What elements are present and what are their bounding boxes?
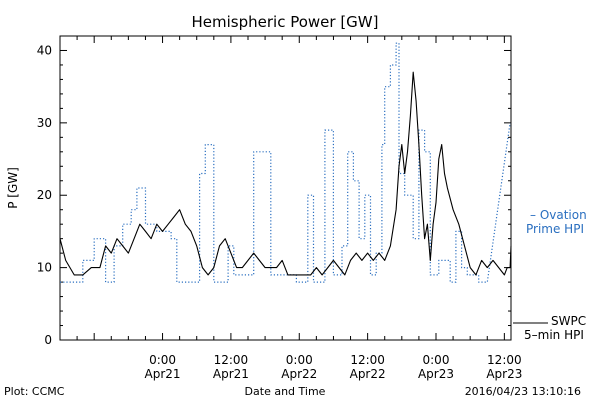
chart-title: Hemispheric Power [GW]	[192, 13, 379, 31]
legend-ovation-line1: – Ovation	[530, 208, 587, 222]
footer-timestamp: 2016/04/23 13:10:16	[465, 385, 581, 398]
y-tick-label: 10	[37, 261, 52, 275]
y-axis-ticks: 0 10 20 30 40	[37, 35, 511, 347]
plot-area	[59, 42, 512, 283]
y-tick-label: 40	[37, 43, 52, 57]
series-line-ovation	[60, 42, 511, 283]
x-tick-time-label: 0:00	[286, 353, 313, 367]
x-axis-label: Date and Time	[245, 385, 326, 398]
x-tick-date-label: Apr21	[145, 367, 181, 381]
axes	[59, 35, 512, 341]
x-tick-date-label: Apr21	[213, 367, 249, 381]
y-axis-label: P [GW]	[6, 167, 20, 209]
x-tick-time-label: 12:00	[487, 353, 522, 367]
y-tick-label: 0	[44, 333, 52, 347]
plot-frame	[59, 35, 512, 341]
series-line-swpc	[59, 71, 512, 276]
x-tick-time-label: 12:00	[214, 353, 249, 367]
x-tick-time-label: 12:00	[350, 353, 385, 367]
y-tick-label: 30	[37, 116, 52, 130]
x-tick-date-label: Apr22	[281, 367, 317, 381]
x-tick-time-label: 0:00	[423, 353, 450, 367]
footer-plot-credit: Plot: CCMC	[4, 385, 65, 398]
legend-swpc-line2: 5–min HPI	[524, 328, 584, 342]
legend-swpc-line1: SWPC	[551, 314, 586, 328]
x-tick-date-label: Apr23	[418, 367, 454, 381]
legend-ovation-line2: Prime HPI	[526, 222, 584, 236]
y-tick-label: 20	[37, 188, 52, 202]
x-tick-date-label: Apr22	[350, 367, 386, 381]
x-tick-date-label: Apr23	[486, 367, 522, 381]
x-tick-time-label: 0:00	[149, 353, 176, 367]
x-axis-ticks: 0:00Apr2112:00Apr210:00Apr2212:00Apr220:…	[59, 36, 522, 381]
